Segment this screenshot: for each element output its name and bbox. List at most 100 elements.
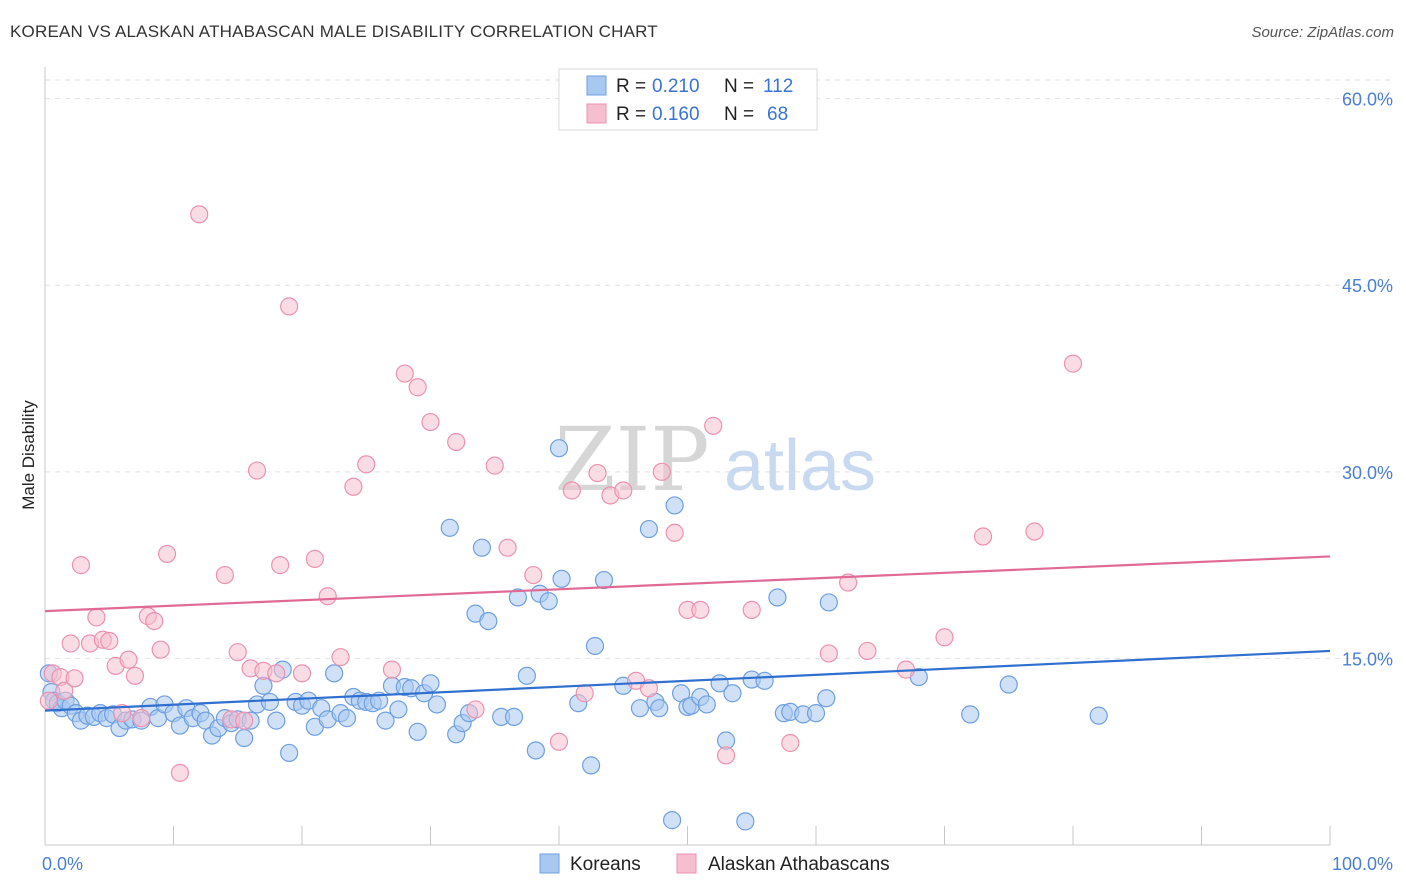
korean-trend-line <box>44 649 1331 712</box>
y-axis-label: Male Disability <box>19 400 38 510</box>
alaskan-athabascan-point <box>1063 354 1083 373</box>
legend: R = 0.210 N = 112 R = 0.160 N = 68 <box>558 68 818 131</box>
alaskan-athabascan-point <box>215 565 234 585</box>
alaskan-athabascan-point <box>228 643 247 662</box>
legend-n-label-koreans: N = <box>724 76 754 97</box>
alaskan-athabascan-point <box>485 456 504 475</box>
korean-point <box>280 743 299 763</box>
alaskan-athabascan-point <box>498 538 517 557</box>
alaskan-athabascan-point <box>305 549 324 569</box>
alaskan-athabascan-point <box>819 644 838 663</box>
alaskan-athabascan-point <box>157 544 177 564</box>
korean-point <box>267 711 286 730</box>
trend-lines <box>44 555 1331 712</box>
alaskan-athabascan-point <box>665 523 684 542</box>
alaskan-athabascan-point <box>839 573 858 592</box>
korean-point <box>665 496 684 515</box>
legend-r-value-alaskan: 0.160 <box>652 104 700 125</box>
korean-point <box>526 741 545 760</box>
y-tick-label: 60.0% <box>1342 90 1393 110</box>
y-tick-label: 15.0% <box>1342 649 1393 669</box>
korean-point <box>723 684 742 703</box>
alaskan-athabascan-point <box>267 664 286 683</box>
watermark-atlas: atlas <box>724 426 876 506</box>
alaskan-athabascan-point <box>190 205 209 224</box>
legend-r-label-alaskan: R = <box>616 104 646 125</box>
alaskan-athabascan-point <box>100 631 119 651</box>
alaskan-athabascan-point <box>781 733 800 753</box>
legend-n-value-koreans: 112 <box>763 76 793 97</box>
series-koreans <box>39 439 1108 831</box>
korean-point <box>235 728 254 748</box>
korean-point <box>697 695 716 714</box>
alaskan-athabascan-point <box>447 432 466 452</box>
x-tick-label: 0.0% <box>42 854 83 874</box>
korean-point <box>427 695 447 714</box>
alaskan-athabascan-point <box>742 600 761 620</box>
korean-point <box>806 704 826 723</box>
alaskan-athabascan-point <box>318 587 337 606</box>
legend-r-value-koreans: 0.210 <box>652 76 700 97</box>
alaskan-athabascan-point <box>235 711 254 730</box>
series-legend-swatch-alaskan <box>676 853 697 874</box>
korean-point <box>1089 706 1108 725</box>
alaskan-athabascan-trend-line <box>44 555 1331 613</box>
series-legend-label-alaskan: Alaskan Athabascans <box>708 854 890 875</box>
alaskan-athabascan-point <box>524 565 543 585</box>
alaskan-athabascan-point <box>614 481 633 500</box>
korean-point <box>440 518 459 537</box>
alaskan-athabascan-point <box>145 611 164 631</box>
alaskan-athabascan-point <box>716 746 736 765</box>
korean-point <box>999 675 1018 694</box>
korean-point <box>517 666 536 685</box>
alaskan-athabascan-point <box>271 556 290 575</box>
alaskan-athabascan-point <box>132 709 151 728</box>
korean-point <box>817 689 836 708</box>
alaskan-athabascan-point <box>652 462 671 481</box>
alaskan-athabascan-point <box>71 556 91 575</box>
alaskan-athabascan-point <box>331 648 350 667</box>
legend-n-label-alaskan: N = <box>724 104 754 125</box>
alaskan-athabascan-point <box>691 600 710 620</box>
tick-labels: 15.0% 30.0% 45.0% 60.0% 0.0% 100.0% <box>42 90 1393 874</box>
gridlines <box>45 79 1395 659</box>
alaskan-athabascan-point <box>55 681 74 700</box>
alaskan-athabascan-point <box>858 641 877 661</box>
legend-swatch-alaskan <box>586 103 607 124</box>
alaskan-athabascan-point <box>357 455 376 474</box>
korean-point <box>736 812 755 831</box>
series-alaskan-athabascans <box>39 205 1083 782</box>
alaskan-athabascan-point <box>395 364 414 383</box>
alaskan-athabascan-point <box>39 691 58 710</box>
korean-point <box>585 636 605 656</box>
alaskan-athabascan-point <box>575 684 594 703</box>
alaskan-athabascan-point <box>466 700 485 719</box>
korean-point <box>819 593 838 612</box>
source-credit: Source: ZipAtlas.com <box>1251 24 1394 41</box>
korean-point <box>582 756 601 775</box>
series-legend: Koreans Alaskan Athabascans <box>539 853 890 875</box>
korean-point <box>539 592 558 611</box>
y-tick-label: 30.0% <box>1342 463 1393 483</box>
legend-swatch-koreans <box>586 75 607 96</box>
legend-n-value-alaskan: 68 <box>767 104 788 125</box>
korean-point <box>408 722 427 741</box>
korean-point <box>552 569 571 588</box>
alaskan-athabascan-point <box>170 763 190 782</box>
korean-point <box>472 538 491 557</box>
alaskan-athabascan-point <box>408 378 427 397</box>
alaskan-athabascan-point <box>65 669 84 688</box>
korean-point <box>961 705 980 724</box>
korean-point <box>549 439 569 458</box>
alaskan-athabascan-point <box>639 679 659 698</box>
alaskan-athabascan-point <box>125 666 145 685</box>
series-legend-swatch-koreans <box>539 853 560 874</box>
korean-point <box>337 709 357 728</box>
alaskan-athabascan-point <box>549 732 569 751</box>
x-tick-label: 100.0% <box>1332 854 1393 874</box>
chart-title: KOREAN VS ALASKAN ATHABASCAN MALE DISABI… <box>10 22 658 41</box>
axes <box>44 67 1331 846</box>
alaskan-athabascan-point <box>151 640 170 659</box>
alaskan-athabascan-point <box>119 650 138 669</box>
